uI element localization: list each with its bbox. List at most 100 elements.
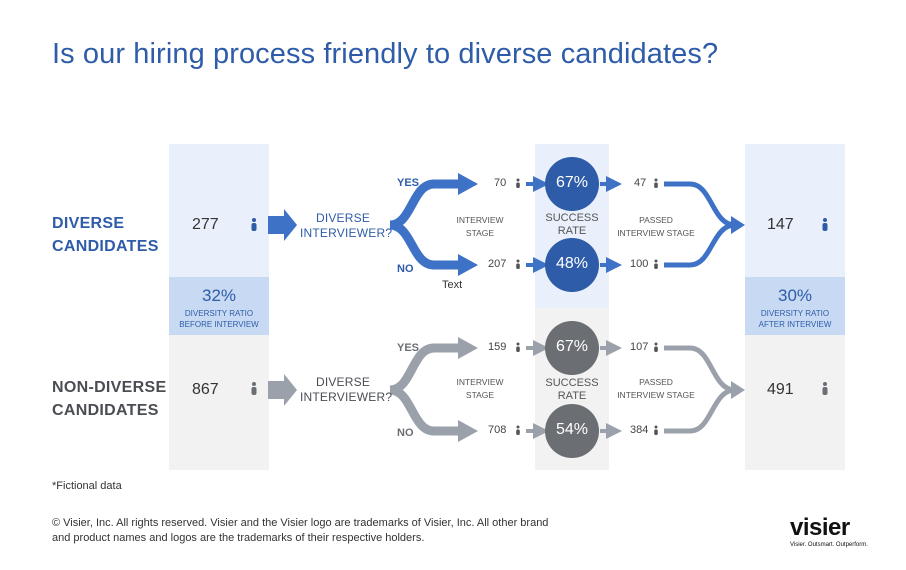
logo-wordmark: visier (790, 514, 850, 541)
person-icon (516, 178, 520, 188)
diverse-yes-passed: 47 (634, 177, 647, 189)
nondiverse-success-line2: RATE (557, 390, 587, 402)
person-icon (654, 178, 658, 188)
diverse-success-line1: SUCCESS (545, 212, 599, 224)
before-ratio-panel (169, 277, 269, 335)
person-icon (516, 259, 520, 269)
diverse-success-line2: RATE (557, 225, 587, 237)
nondiverse-yes-arrowhead (458, 337, 478, 359)
person-icon (822, 218, 828, 231)
nondiverse-yes-rate-circle (545, 321, 599, 375)
diverse-success-label: SUCCESS RATE (535, 212, 609, 238)
nondiverse-passed-label: PASSED INTERVIEW STAGE (612, 376, 700, 402)
nondiverse-question: DIVERSE INTERVIEWER? (300, 375, 393, 405)
diverse-question-line1: DIVERSE (315, 211, 371, 225)
after-ratio-panel (745, 277, 845, 335)
diverse-count: 277 (192, 216, 219, 233)
diverse-stage-label: INTERVIEW STAGE (445, 214, 515, 240)
nondiverse-no-rate: 54% (555, 421, 589, 438)
after-nondiverse-panel (745, 335, 845, 470)
ratio-before-label: DIVERSITY RATIO BEFORE INTERVIEW (169, 308, 269, 330)
diverse-no-branch (389, 220, 460, 270)
nondiverse-yes-passed: 107 (630, 341, 649, 353)
nondiverse-stage-label: INTERVIEW STAGE (445, 376, 515, 402)
fictional-note: *Fictional data (52, 480, 122, 492)
diverse-passed-label: PASSED INTERVIEW STAGE (612, 214, 700, 240)
person-icon (654, 259, 658, 269)
nondiverse-passed-line1: PASSED (639, 377, 673, 387)
diverse-no-rate: 48% (555, 255, 589, 272)
person-icon (251, 218, 257, 231)
diverse-stage-line1: INTERVIEW (456, 215, 504, 225)
before-diverse-panel (169, 144, 269, 277)
diverse-label-line2: CANDIDATES (52, 238, 159, 255)
diverse-entry-arrow (268, 209, 297, 241)
ratio-before-line2: BEFORE INTERVIEW (179, 320, 259, 329)
nondiverse-yes-label: YES (397, 342, 420, 354)
nondiverse-success-line1: SUCCESS (545, 377, 599, 389)
nondiverse-no-label: NO (397, 427, 414, 439)
diverse-no-label: NO (397, 263, 414, 275)
ratio-before-value: 32% (201, 286, 237, 305)
nondiverse-total-after: 491 (767, 381, 794, 398)
before-nondiverse-panel (169, 335, 269, 470)
footer-line1: © Visier, Inc. All rights reserved. Visi… (52, 517, 549, 529)
ratio-after-line2: AFTER INTERVIEW (758, 320, 832, 329)
person-icon (822, 382, 828, 395)
diverse-no-rate-circle (545, 238, 599, 292)
nondiverse-stage-line1: INTERVIEW (456, 377, 504, 387)
nondiverse-label-line2: CANDIDATES (52, 402, 159, 419)
nondiverse-success-label: SUCCESS RATE (535, 377, 609, 403)
nondiverse-count: 867 (192, 381, 219, 398)
nondiverse-merge-bottom (664, 387, 736, 434)
diverse-yes-interviewed: 70 (494, 177, 507, 189)
nondiverse-yes-rate: 67% (555, 338, 589, 355)
person-icon (251, 382, 257, 395)
diverse-total-after: 147 (767, 216, 794, 233)
diverse-stray-text: Text (442, 279, 463, 291)
diverse-stage-line2: STAGE (465, 228, 495, 238)
page-title: Is our hiring process friendly to divers… (52, 38, 719, 70)
diverse-passed-line2: INTERVIEW STAGE (617, 228, 695, 238)
ratio-after-line1: DIVERSITY RATIO (760, 309, 830, 318)
diverse-question: DIVERSE INTERVIEWER? (300, 211, 393, 241)
diverse-yes-rate: 67% (555, 174, 589, 191)
nondiverse-no-branch (389, 385, 460, 436)
diverse-yes-label: YES (397, 177, 420, 189)
ratio-before-line1: DIVERSITY RATIO (184, 309, 254, 318)
diverse-label-line1: DIVERSE (52, 215, 125, 232)
nondiverse-passed-line2: INTERVIEW STAGE (617, 390, 695, 400)
nondiverse-no-arrowhead (458, 420, 478, 442)
diverse-row-label: DIVERSE CANDIDATES (52, 212, 159, 258)
diverse-no-passed: 100 (630, 258, 649, 270)
footer-line2: and product names and logos are the trad… (52, 532, 425, 544)
nondiverse-no-interviewed: 708 (488, 424, 507, 436)
visier-logo: visier Visier. Outsmart. Outperform. (790, 514, 880, 549)
nondiverse-label-line1: NON-DIVERSE (52, 379, 167, 396)
diverse-question-line2: INTERVIEWER? (300, 226, 393, 240)
after-diverse-panel (745, 144, 845, 277)
nondiverse-yes-interviewed: 159 (488, 341, 507, 353)
diverse-yes-arrowhead (458, 173, 478, 195)
nondiverse-no-rate-circle (545, 404, 599, 458)
diverse-no-arrowhead (458, 254, 478, 276)
copyright-footer: © Visier, Inc. All rights reserved. Visi… (52, 516, 632, 546)
nondiverse-stage-line2: STAGE (465, 390, 495, 400)
diverse-merge-arrowhead (731, 216, 745, 234)
nondiverse-question-line2: INTERVIEWER? (300, 390, 393, 404)
diverse-merge-bottom (664, 222, 736, 268)
nondiverse-question-line1: DIVERSE (315, 375, 371, 389)
nondiverse-row-label: NON-DIVERSE CANDIDATES (52, 376, 166, 422)
nondiverse-merge-top (664, 345, 736, 393)
diverse-merge-top (664, 181, 736, 228)
ratio-after-label: DIVERSITY RATIO AFTER INTERVIEW (745, 308, 845, 330)
diverse-no-interviewed: 207 (488, 258, 507, 270)
ratio-after-value: 30% (777, 286, 813, 305)
logo-tagline: Visier. Outsmart. Outperform. (790, 542, 868, 548)
person-icon (516, 425, 520, 435)
diverse-passed-line1: PASSED (639, 215, 673, 225)
nondiverse-entry-arrow (268, 374, 297, 406)
person-icon (654, 342, 658, 352)
nondiverse-merge-arrowhead (731, 381, 745, 399)
